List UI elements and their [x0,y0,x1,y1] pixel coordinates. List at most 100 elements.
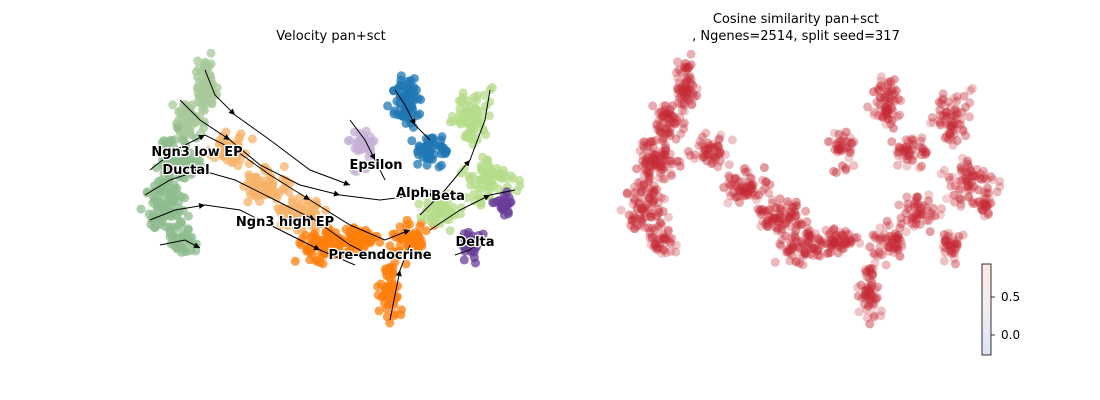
cell-point [876,72,886,82]
cell-point [659,232,669,242]
cell-point [954,184,964,194]
cell-point [893,230,903,240]
cell-point [758,207,768,217]
cell-point [389,106,399,116]
cell-point [697,140,707,150]
cell-point [668,101,677,111]
cell-point [255,190,265,200]
cell-point [258,180,268,190]
cell-point [864,286,874,296]
cell-point [350,127,359,137]
cell-point [881,119,891,129]
cell-point [646,136,656,146]
cell-point [787,233,797,243]
cell-point [665,109,675,119]
cell-point [956,115,966,124]
cell-point [841,145,851,155]
cell-point [969,171,979,181]
streamline-arrowhead [333,190,340,197]
cell-point [834,139,844,149]
cell-point [654,115,664,125]
cell-point [926,208,936,218]
cell-point [770,257,780,267]
cell-point [684,63,693,73]
cell-point [893,147,903,157]
cell-point [789,230,799,240]
cell-point [914,206,924,216]
cell-point [663,226,673,236]
cell-point [699,152,709,162]
cell-point [982,202,992,212]
cell-point [885,231,895,241]
cell-point [890,96,900,106]
cell-point [661,150,670,160]
cell-point [701,146,711,156]
cell-point [883,242,893,252]
cell-point [960,167,970,177]
cell-point [942,108,952,118]
cell-point [889,75,899,84]
cell-point [881,221,891,231]
cell-point [938,94,948,104]
cell-point [947,247,957,256]
cell-point [396,80,406,89]
cell-point [502,173,512,183]
cell-point [678,119,688,129]
cell-point [695,137,705,147]
cell-point [405,219,414,229]
cell-point [840,234,850,244]
cell-point [775,216,785,226]
cell-point [638,184,647,194]
cell-point [887,235,897,245]
cell-point [883,234,892,244]
cell-point [814,244,824,254]
cell-point [831,168,841,178]
cell-point [770,214,780,224]
cell-point [275,205,285,215]
cell-point [658,229,668,239]
cell-point [995,182,1005,191]
cell-point [643,167,653,176]
cell-point [329,242,339,252]
cell-point [832,231,842,241]
cell-point [437,141,446,151]
cell-point [870,233,880,243]
cell-point [663,225,673,235]
cell-point [652,244,661,254]
cell-point [243,197,253,207]
cell-point [149,192,159,202]
cell-point [667,171,676,180]
cell-point [777,235,787,245]
cell-point [880,97,890,107]
cell-point [726,191,736,201]
cell-point [680,62,690,72]
cluster-label-ductal: Ductal [162,163,209,178]
cell-point [976,204,986,214]
cell-point [770,222,780,232]
cell-point [650,239,660,249]
cell-point [726,180,736,190]
cell-point [870,258,880,268]
cell-point [388,263,398,273]
cell-point [707,142,717,152]
cell-point [448,116,458,126]
cell-point [713,162,723,172]
cell-point [635,220,645,230]
cell-point [760,184,770,193]
cell-point [934,97,944,107]
cell-point [882,104,892,114]
cell-point [882,107,892,116]
cell-point [810,229,820,239]
cell-point [896,219,906,229]
cell-point [665,234,674,244]
cell-point [973,197,983,207]
cell-point [974,185,984,195]
cell-point [136,204,146,214]
cell-point [658,136,668,146]
cell-point [726,180,736,190]
cell-point [654,173,664,183]
cell-point [753,204,763,214]
cell-point [950,244,960,254]
cell-point [662,234,672,244]
cell-point [979,173,989,183]
